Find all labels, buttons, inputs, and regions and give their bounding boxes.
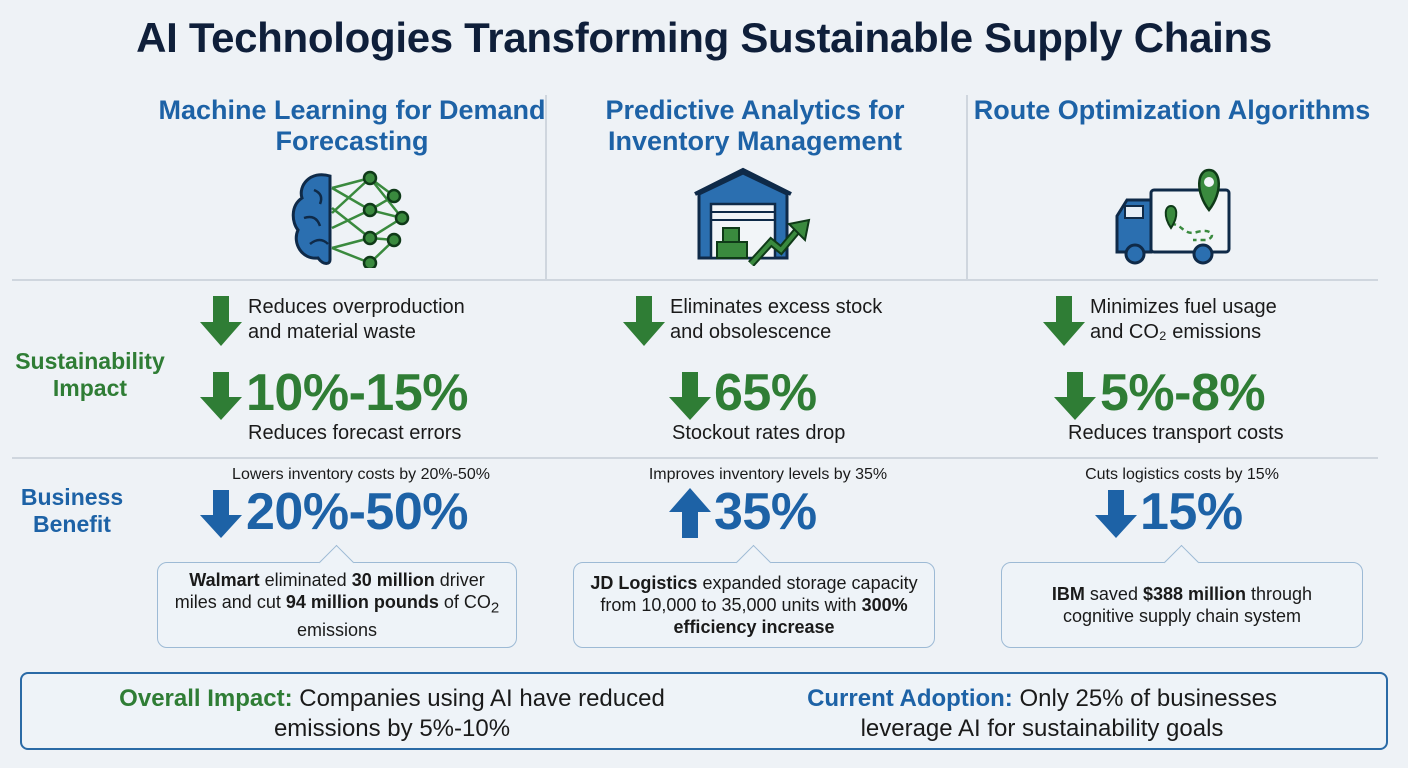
callout-text-segment: $388 million [1142,584,1247,604]
callout-text-segment: 2 [490,599,500,617]
impact-description: Eliminates excess stock and obsolescence [670,296,883,343]
callout-text-segment: expanded storage capacity from 10,000 to… [600,573,918,615]
down-arrow-icon [200,372,242,420]
callout-text-segment: through cognitive supply chain system [1062,584,1313,626]
current-adoption: Current Adoption: Only 25% of businesses… [807,685,1277,742]
impact-caption: Reduces transport costs [1068,422,1284,444]
column-divider [966,95,968,280]
column-heading-predictive: Predictive Analytics for Inventory Manag… [605,95,905,156]
callout-text-segment: 94 million pounds [285,591,439,612]
callout-text-segment: saved [1084,584,1143,604]
impact-description: Minimizes fuel usage and CO₂ emissions [1090,296,1277,343]
up-arrow-icon [669,488,711,538]
overall-impact: Overall Impact: Companies using AI have … [119,685,665,742]
case-study-callout-walmart: Walmart eliminated 30 million driver mil… [157,562,517,648]
case-study-callout-jd-logistics: JD Logistics expanded storage capacity f… [573,562,935,648]
warehouse-growth-icon [693,166,813,266]
benefit-value: 15% [1140,483,1243,541]
benefit-text: Cuts logistics costs by 15% [1085,466,1279,483]
column-divider [545,95,547,280]
brain-neural-network-icon [290,168,415,268]
impact-caption: Stockout rates drop [672,422,846,444]
summary-box: Overall Impact: Companies using AI have … [20,672,1388,750]
impact-caption: Reduces forecast errors [248,422,462,444]
down-arrow-icon [669,372,711,420]
page-title: AI Technologies Transforming Sustainable… [136,14,1272,61]
callout-text-segment: JD Logistics [590,573,698,593]
benefit-text: Lowers inventory costs by 20%-50% [232,466,490,483]
benefit-value: 35% [714,483,817,541]
row-divider [12,457,1378,459]
impact-value: 5%-8% [1100,364,1266,422]
row-divider [12,279,1378,281]
callout-text-segment: Walmart [189,569,260,590]
impact-value: 65% [714,364,817,422]
callout-text-segment: 300% efficiency increase [673,595,908,637]
down-arrow-icon [1043,296,1085,346]
benefit-value: 20%-50% [246,483,468,541]
down-arrow-icon [200,490,242,538]
callout-text-segment: driver miles and cut [174,569,485,612]
case-study-callout-ibm: IBM saved $388 million through cognitive… [1001,562,1363,648]
down-arrow-icon [1054,372,1096,420]
callout-text-segment: eliminated [259,569,352,590]
callout-text-segment: of CO [438,591,491,612]
business-benefit-label: Business Benefit [20,484,124,537]
benefit-text: Improves inventory levels by 35% [648,466,888,483]
down-arrow-icon [200,296,242,346]
callout-text-segment: 30 million [351,569,435,590]
impact-description: Reduces overproduction and material waste [248,296,465,343]
delivery-truck-route-icon [1113,166,1233,268]
column-heading-ml: Machine Learning for Demand Forecasting [158,95,546,156]
down-arrow-icon [1095,490,1137,538]
sustainability-impact-label: Sustainability Impact [15,348,165,401]
down-arrow-icon [623,296,665,346]
callout-text-segment: IBM [1051,584,1085,604]
callout-text-segment: emissions [296,620,378,641]
column-heading-route: Route Optimization Algorithms [973,95,1371,125]
impact-value: 10%-15% [246,364,468,422]
